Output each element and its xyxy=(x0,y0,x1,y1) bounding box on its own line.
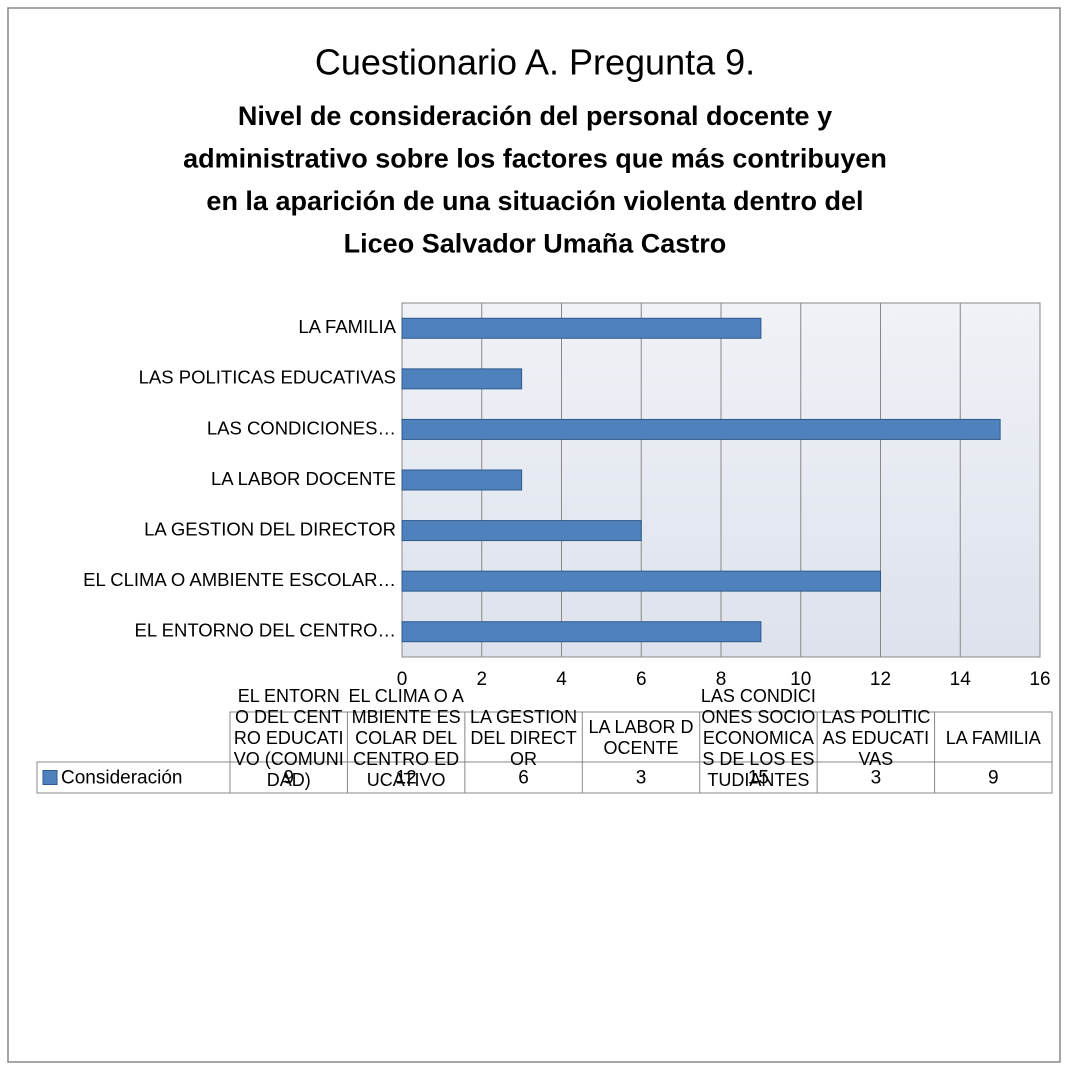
x-tick-label: 8 xyxy=(716,669,727,690)
y-tick-label: EL CLIMA O AMBIENTE ESCOLAR… xyxy=(83,569,396,590)
x-tick-label: 4 xyxy=(556,669,567,690)
bar xyxy=(401,520,642,542)
x-tick-label: 6 xyxy=(636,669,647,690)
chart-title: Cuestionario A. Pregunta 9. xyxy=(315,42,755,83)
bar xyxy=(401,368,523,390)
table-header-cell: LA LABOR DOCENTE xyxy=(588,717,694,758)
table-value: 15 xyxy=(748,768,769,789)
table-header: LAS CONDICIONES SOCIOECONOMICAS DE LOS E… xyxy=(700,685,816,790)
table-value: 3 xyxy=(636,768,647,789)
table-value: 12 xyxy=(396,768,417,789)
table-header-cell: EL CLIMA O AMBIENTE ESCOLAR DEL CENTRO E… xyxy=(348,685,464,790)
legend-swatch xyxy=(42,770,58,785)
table-header-cell: LA FAMILIA xyxy=(945,727,1041,748)
table-header-cell: EL ENTORNO DEL CENTRO EDUCATIVO (COMUNID… xyxy=(233,685,344,790)
table-header: LA FAMILIA xyxy=(945,727,1041,748)
x-tick-label: 12 xyxy=(870,669,891,690)
bar xyxy=(401,570,881,592)
x-tick-label: 0 xyxy=(397,669,408,690)
legend-label: Consideración xyxy=(61,768,182,789)
table-header-cell: LAS CONDICIONES SOCIOECONOMICAS DE LOS E… xyxy=(700,685,816,790)
table-header: LA LABOR DOCENTE xyxy=(588,717,694,758)
bar xyxy=(401,621,762,643)
bar xyxy=(401,469,523,491)
y-tick-label: LA LABOR DOCENTE xyxy=(211,468,396,489)
table-header-cell: LA GESTION DEL DIRECTOR xyxy=(470,706,578,769)
table-header: LAS POLITICAS EDUCATIVAS xyxy=(821,706,931,769)
chart-subtitle: administrativo sobre los factores que má… xyxy=(183,144,887,174)
chart-subtitle: en la aparición de una situación violent… xyxy=(206,186,863,216)
table-border xyxy=(229,711,1053,794)
table-header: EL CLIMA O AMBIENTE ESCOLAR DEL CENTRO E… xyxy=(348,685,464,790)
table-value: 9 xyxy=(283,768,294,789)
bar xyxy=(401,317,762,339)
table-header: EL ENTORNO DEL CENTRO EDUCATIVO (COMUNID… xyxy=(233,685,344,790)
y-tick-label: LA GESTION DEL DIRECTOR xyxy=(144,518,396,539)
x-tick-label: 16 xyxy=(1029,669,1050,690)
chart-subtitle: Liceo Salvador Umaña Castro xyxy=(344,229,727,259)
y-tick-label: LAS POLITICAS EDUCATIVAS xyxy=(139,367,396,388)
table-header: LA GESTION DEL DIRECTOR xyxy=(470,706,578,769)
x-tick-label: 10 xyxy=(790,669,811,690)
y-tick-label: LA FAMILIA xyxy=(298,316,396,337)
y-tick-label: LAS CONDICIONES… xyxy=(207,417,396,438)
x-tick-label: 2 xyxy=(476,669,487,690)
table-border xyxy=(36,761,231,794)
bar xyxy=(401,418,1001,440)
chart-subtitle: Nivel de consideración del personal doce… xyxy=(238,101,832,131)
table-value: 9 xyxy=(988,768,999,789)
x-tick-label: 14 xyxy=(950,669,972,690)
table-header-cell: LAS POLITICAS EDUCATIVAS xyxy=(821,706,931,769)
y-tick-label: EL ENTORNO DEL CENTRO… xyxy=(135,620,396,641)
table-value: 3 xyxy=(871,768,882,789)
table-value: 6 xyxy=(518,768,529,789)
